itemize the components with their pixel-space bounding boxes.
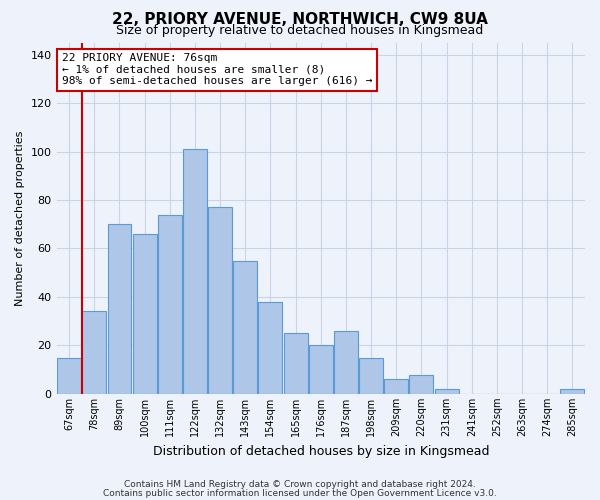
Bar — [560, 389, 584, 394]
Text: Contains HM Land Registry data © Crown copyright and database right 2024.: Contains HM Land Registry data © Crown c… — [124, 480, 476, 489]
Bar — [183, 149, 207, 394]
Bar — [409, 374, 433, 394]
Text: 22 PRIORY AVENUE: 76sqm
← 1% of detached houses are smaller (8)
98% of semi-deta: 22 PRIORY AVENUE: 76sqm ← 1% of detached… — [62, 53, 373, 86]
Bar — [385, 380, 408, 394]
Bar — [259, 302, 283, 394]
Bar — [107, 224, 131, 394]
X-axis label: Distribution of detached houses by size in Kingsmead: Distribution of detached houses by size … — [152, 444, 489, 458]
Bar — [208, 208, 232, 394]
Bar — [334, 331, 358, 394]
Bar — [233, 260, 257, 394]
Bar — [434, 389, 458, 394]
Bar — [57, 358, 81, 394]
Bar — [158, 214, 182, 394]
Bar — [359, 358, 383, 394]
Y-axis label: Number of detached properties: Number of detached properties — [15, 130, 25, 306]
Bar — [82, 312, 106, 394]
Bar — [133, 234, 157, 394]
Bar — [309, 346, 333, 394]
Bar — [284, 334, 308, 394]
Text: Contains public sector information licensed under the Open Government Licence v3: Contains public sector information licen… — [103, 488, 497, 498]
Text: 22, PRIORY AVENUE, NORTHWICH, CW9 8UA: 22, PRIORY AVENUE, NORTHWICH, CW9 8UA — [112, 12, 488, 28]
Text: Size of property relative to detached houses in Kingsmead: Size of property relative to detached ho… — [116, 24, 484, 37]
